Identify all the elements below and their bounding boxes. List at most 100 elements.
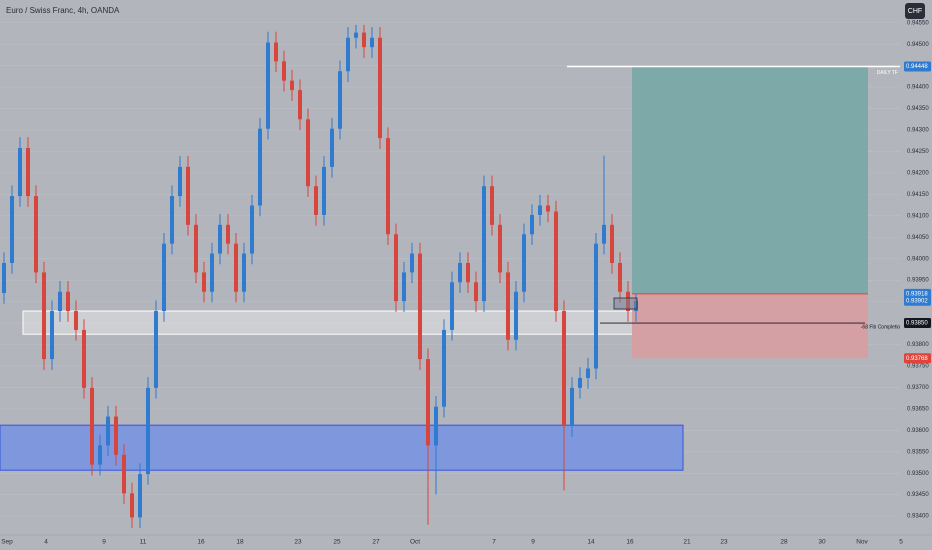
x-tick-label: 9 <box>531 539 535 546</box>
candle-body <box>514 291 518 340</box>
candle-body <box>426 359 430 446</box>
candle-body <box>450 282 454 330</box>
y-tick-label: 0.93700 <box>907 385 929 391</box>
price-badge-label: 0.93918 <box>906 291 928 297</box>
candle-body <box>146 387 150 475</box>
price-badge-label: 0.93768 <box>906 356 928 362</box>
y-tick-label: 0.94200 <box>907 170 929 176</box>
candle-body <box>466 262 470 283</box>
candle-body <box>274 42 278 62</box>
y-tick-label: 0.93400 <box>907 514 929 520</box>
candle-body <box>538 205 542 215</box>
candle-body <box>26 148 30 197</box>
x-tick-label: 5 <box>899 539 903 546</box>
candle-body <box>490 186 494 225</box>
candle-body <box>338 71 342 129</box>
y-tick-label: 0.93550 <box>907 449 929 455</box>
y-tick-label: 0.94300 <box>907 128 929 134</box>
candle-body <box>530 214 534 235</box>
x-tick-label: Oct <box>410 539 420 546</box>
y-tick-label: 0.93450 <box>907 492 929 498</box>
x-tick-label: 18 <box>236 539 244 546</box>
candle-body <box>322 166 326 215</box>
x-tick-label: 21 <box>683 539 691 546</box>
y-tick-label: 0.94500 <box>907 42 929 48</box>
candle-body <box>82 329 86 388</box>
y-tick-label: 0.94400 <box>907 85 929 91</box>
candle-body <box>50 311 54 360</box>
candle-body <box>594 243 598 369</box>
y-tick-label: 0.93650 <box>907 406 929 412</box>
x-tick-label: Sep <box>1 539 13 546</box>
candle-body <box>386 138 390 235</box>
candle-body <box>106 416 110 446</box>
y-tick-label: 0.93750 <box>907 364 929 370</box>
y-tick-label: 0.94550 <box>907 20 929 26</box>
price-badge-label: 0.94448 <box>906 64 928 70</box>
candle-body <box>578 377 582 388</box>
candle-body <box>290 80 294 91</box>
candle-body <box>58 291 62 312</box>
candle-body <box>250 205 254 254</box>
candle-body <box>282 61 286 81</box>
candle-body <box>122 454 126 494</box>
candle-body <box>314 186 318 215</box>
stop-zone <box>632 293 868 359</box>
price-badge <box>904 318 931 329</box>
candle-body <box>226 224 230 244</box>
currency-button-label[interactable]: CHF <box>908 8 922 15</box>
candle-body <box>370 37 374 48</box>
candle-body <box>402 272 406 302</box>
candle-body <box>34 196 38 273</box>
x-tick-label: 4 <box>44 539 48 546</box>
x-tick-label: 27 <box>372 539 380 546</box>
x-tick-label: 23 <box>720 539 728 546</box>
candle-body <box>130 493 134 518</box>
candle-body <box>554 211 558 312</box>
price-badge <box>904 353 931 364</box>
candle-body <box>162 243 166 312</box>
candle-body <box>2 262 6 294</box>
candle-body <box>330 128 334 167</box>
x-tick-label: 9 <box>102 539 106 546</box>
candle-body <box>498 224 502 273</box>
candle-body <box>418 253 422 360</box>
candle-body <box>154 311 158 388</box>
y-tick-label: 0.94250 <box>907 149 929 155</box>
y-tick-label: 0.94000 <box>907 256 929 262</box>
candle-body <box>210 253 214 292</box>
candle-body <box>242 253 246 292</box>
x-tick-label: 30 <box>818 539 826 546</box>
y-tick-label: 0.93800 <box>907 342 929 348</box>
line-label: DAILY TF <box>877 70 898 76</box>
candle-body <box>570 387 574 427</box>
x-tick-label: 7 <box>492 539 496 546</box>
candle-body <box>18 148 22 197</box>
candle-body <box>346 37 350 72</box>
line-label: -68 Fib Completion <box>861 324 903 330</box>
candle-body <box>42 272 46 360</box>
candle-body <box>618 262 622 292</box>
candle-body <box>66 291 70 312</box>
currency-button[interactable] <box>905 3 925 19</box>
candle-body <box>482 186 486 302</box>
selection-box <box>613 297 638 310</box>
candle-body <box>266 42 270 129</box>
candle-body <box>138 474 142 518</box>
candle-body <box>194 224 198 273</box>
candle-body <box>562 311 566 427</box>
candle-body <box>522 234 526 292</box>
candle-body <box>378 37 382 139</box>
candle-body <box>114 416 118 455</box>
y-tick-label: 0.94350 <box>907 106 929 112</box>
candle-body <box>10 196 14 263</box>
y-tick-label: 0.93600 <box>907 428 929 434</box>
y-tick-label: 0.94100 <box>907 213 929 219</box>
candle-body <box>506 272 510 340</box>
y-tick-label: 0.93500 <box>907 471 929 477</box>
chart-title: Euro / Swiss Franc, 4h, OANDA <box>6 6 120 15</box>
price-badge <box>904 295 931 306</box>
candle-body <box>602 224 606 244</box>
candle-body <box>258 128 262 206</box>
